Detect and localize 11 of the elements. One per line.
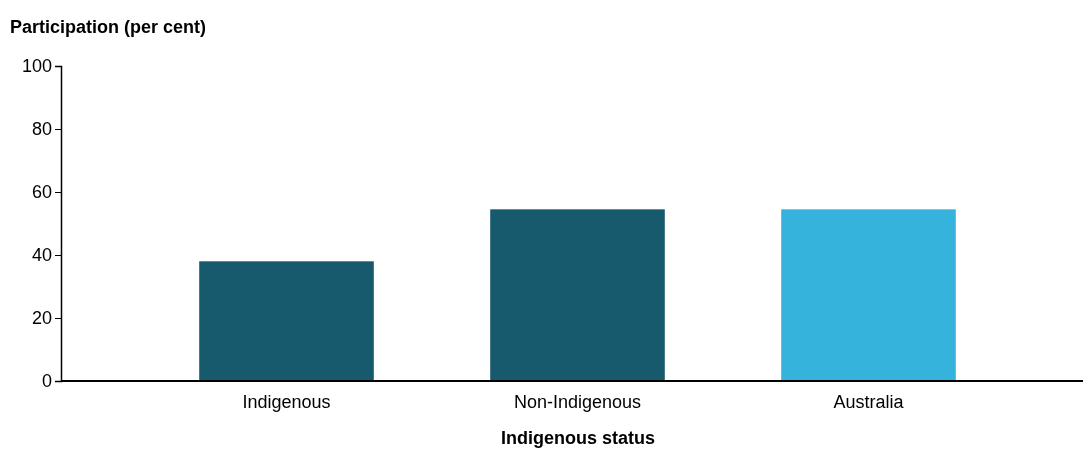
y-tick-label: 0 — [41, 371, 52, 392]
x-tick-label: Indigenous — [242, 391, 331, 412]
y-axis-title: Participation (per cent) — [10, 17, 207, 37]
y-tick-label: 100 — [21, 56, 52, 77]
y-tick-label: 80 — [31, 119, 52, 140]
y-tick-label: 20 — [31, 308, 52, 329]
y-tick-label: 60 — [31, 182, 52, 203]
x-tick-label: Australia — [833, 391, 905, 412]
y-tick-label: 40 — [31, 245, 52, 266]
x-axis-title: Indigenous status — [500, 428, 656, 448]
x-tick-label: Non-Indigenous — [513, 391, 642, 412]
